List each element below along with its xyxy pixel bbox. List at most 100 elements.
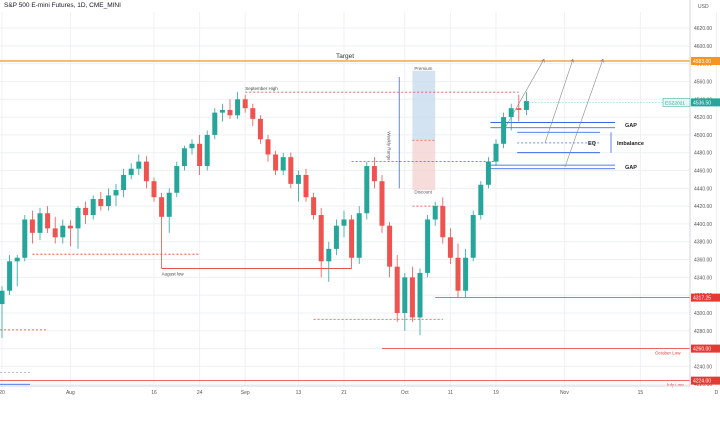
september-high-label: September High [245, 86, 278, 91]
candle-body [60, 225, 66, 238]
candle-body [478, 184, 484, 216]
candle-body [311, 197, 317, 216]
candle-body [485, 161, 491, 185]
x-tick-label: 15 [638, 390, 644, 396]
candle-body [402, 277, 408, 313]
x-tick-label: D [715, 390, 719, 396]
y-tick-label: 4560.00 [694, 79, 712, 85]
candle-body [379, 181, 385, 226]
candle-body [470, 215, 476, 258]
candle-body [181, 148, 187, 167]
candle-body [349, 219, 355, 258]
x-tick-label: 16 [151, 390, 157, 396]
y-tick-label: 4240.00 [694, 364, 712, 370]
candle-body [288, 157, 294, 184]
candle-body [326, 248, 332, 262]
y-tick-label: 4500.00 [694, 133, 712, 139]
candle-body [0, 290, 5, 305]
symbol-label: ESZ2021 [665, 100, 685, 106]
candle-body [318, 215, 324, 262]
projection-arrow [544, 59, 574, 143]
price-tag-label: 4317.25 [693, 296, 711, 302]
candle-body [523, 101, 529, 110]
candle-body [151, 181, 157, 198]
y-tick-label: 4480.00 [694, 151, 712, 157]
candle-body [98, 199, 104, 207]
weekly-range-label: Weekly Range [387, 131, 392, 161]
candle-body [227, 109, 233, 116]
candle-body [333, 225, 339, 249]
october-low-label: October Low [655, 351, 681, 356]
candle-body [387, 225, 393, 267]
candle-body [447, 237, 453, 258]
x-tick-label: 20 [0, 390, 5, 396]
price-tag [691, 56, 720, 65]
projection-arrow [564, 59, 604, 168]
chart-title: S&P 500 E-mini Futures, 1D, CME_MINI [4, 2, 121, 9]
y-tick-label: 4380.00 [694, 240, 712, 246]
candle-body [45, 213, 51, 229]
candle-body [219, 109, 225, 113]
candle-body [508, 108, 514, 118]
candle-body [463, 257, 469, 291]
candle-body [37, 213, 43, 233]
y-tick-label: 4280.00 [694, 329, 712, 335]
premium-zone [412, 70, 436, 141]
price-tag [691, 293, 720, 302]
premium-label: Premium [414, 66, 432, 71]
candle-body [341, 219, 347, 226]
y-tick-label: 4360.00 [694, 258, 712, 264]
candle-body [105, 195, 111, 207]
july-low-label: July Low [666, 383, 684, 388]
price-tag-label: 4583.00 [693, 59, 711, 65]
august-low-label: August low [162, 271, 185, 276]
candle-body [409, 277, 415, 318]
candle-body [52, 228, 58, 238]
x-tick-label: Nov [560, 390, 569, 396]
x-tick-label: Sep [241, 390, 250, 396]
x-tick-label: 21 [341, 390, 347, 396]
candle-body [242, 99, 248, 109]
x-tick-label: 24 [197, 390, 203, 396]
discount-label: Discount [414, 190, 432, 195]
candle-body [159, 197, 165, 217]
candle-body [417, 272, 423, 318]
x-tick-label: 11 [448, 390, 453, 396]
eq-label: EQ [588, 141, 597, 147]
candle-body [455, 257, 461, 291]
candle-body [22, 219, 28, 258]
discount-zone [412, 140, 436, 191]
y-tick-label: 4300.00 [694, 311, 712, 317]
symbol-tag [662, 98, 691, 107]
gap-label: GAP [625, 123, 637, 129]
price-tag [691, 376, 720, 385]
y-tick-label: 4340.00 [694, 275, 712, 281]
y-tick-label: 4440.00 [694, 186, 712, 192]
candle-body [189, 143, 195, 149]
x-tick-label: 13 [296, 390, 302, 396]
candle-body [364, 166, 370, 214]
gap-label: GAP [625, 165, 637, 171]
candle-body [204, 134, 210, 167]
price-tag [691, 344, 720, 353]
candle-body [29, 219, 35, 233]
candle-body [295, 174, 301, 184]
y-tick-label: 4600.00 [694, 44, 712, 50]
candle-body [440, 206, 446, 238]
candle-body [493, 143, 499, 162]
candle-body [394, 266, 400, 313]
y-tick-label: 4420.00 [694, 204, 712, 210]
y-tick-label: 4400.00 [694, 222, 712, 228]
projection-arrow [503, 59, 545, 131]
candle-body [121, 174, 127, 191]
y-tick-label: 4460.00 [694, 169, 712, 175]
y-tick-label: 4620.00 [694, 26, 712, 32]
currency-label: USD [698, 4, 709, 10]
y-tick-label: 4520.00 [694, 115, 712, 121]
target-label: Target [336, 53, 354, 60]
candle-body [371, 166, 377, 182]
candle-body [501, 117, 507, 144]
x-tick-label: 19 [493, 390, 499, 396]
